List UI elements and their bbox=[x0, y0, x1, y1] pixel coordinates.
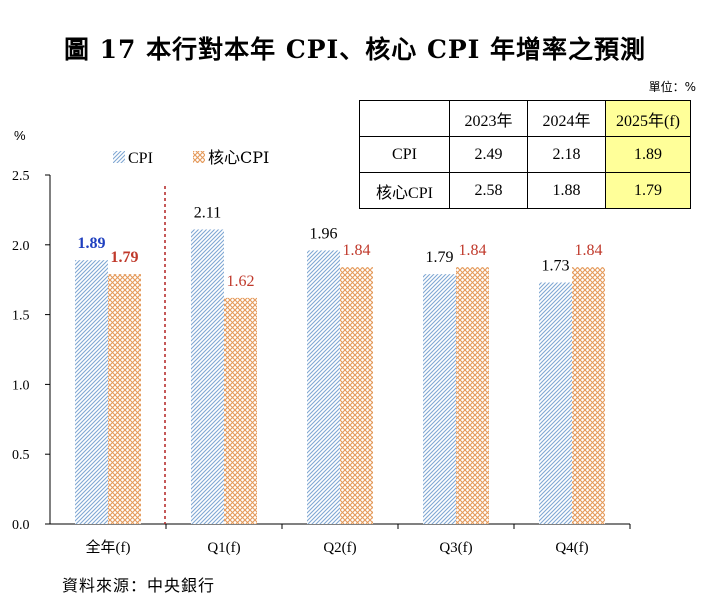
table-header-cell: 2023年 bbox=[449, 100, 528, 137]
bar-cpi bbox=[75, 260, 108, 524]
legend-swatch-cpi bbox=[113, 151, 125, 163]
table-header-cell: 2024年 bbox=[527, 100, 606, 137]
y-tick-label: 0.5 bbox=[12, 448, 30, 463]
table-cell: 2.18 bbox=[527, 136, 606, 173]
legend-label-cpi: CPI bbox=[128, 150, 153, 167]
table-cell: 1.88 bbox=[527, 172, 606, 209]
table-header-cell: 2025年(f) bbox=[605, 100, 691, 137]
data-label-core-cpi: 1.62 bbox=[227, 273, 255, 290]
y-tick-label: 2.5 bbox=[12, 169, 30, 184]
y-tick-label: 1.5 bbox=[12, 309, 30, 324]
bars: 1.89 2.11 1.96 1.79 1.73 1.79 1.62 1.84 1.84 1.84 bbox=[75, 204, 605, 524]
legend-swatch-core-cpi bbox=[193, 151, 205, 163]
data-label-core-cpi: 1.84 bbox=[459, 242, 487, 259]
table-row: 核心CPI 2.58 1.88 1.79 bbox=[359, 172, 691, 209]
data-label-core-cpi: 1.79 bbox=[111, 249, 139, 266]
table-header-row: 2023年 2024年 2025年(f) bbox=[359, 100, 691, 137]
x-tick-label: Q2(f) bbox=[323, 540, 356, 556]
chart-title: 圖 17 本行對本年 CPI、核心 CPI 年增率之預測 bbox=[63, 35, 647, 64]
y-tick-label: 0.0 bbox=[12, 518, 30, 533]
forecast-table: 2023年 2024年 2025年(f) CPI 2.49 2.18 1.89 … bbox=[359, 100, 691, 209]
x-tick-label: Q1(f) bbox=[207, 540, 240, 556]
bar-core-cpi bbox=[572, 267, 605, 524]
data-label-core-cpi: 1.84 bbox=[343, 242, 371, 259]
bar-core-cpi bbox=[108, 274, 141, 524]
bar-cpi bbox=[423, 274, 456, 524]
data-label-cpi: 1.79 bbox=[426, 249, 454, 266]
axes: % 0.0 0.5 1.0 1.5 2.0 2.5 全年(f) Q1(f) Q2(f) Q3(f) Q… bbox=[12, 128, 631, 556]
bar-core-cpi bbox=[224, 297, 257, 524]
legend-label-core-cpi: 核心CPI bbox=[208, 148, 269, 167]
bar-cpi bbox=[191, 229, 224, 524]
data-label-cpi: 1.96 bbox=[310, 225, 338, 242]
table-row: CPI 2.49 2.18 1.89 bbox=[359, 136, 691, 173]
bar-core-cpi bbox=[456, 267, 489, 524]
unit-label: 單位：% bbox=[648, 80, 696, 94]
data-label-cpi: 1.89 bbox=[78, 235, 106, 252]
table-cell: 2.49 bbox=[449, 136, 528, 173]
x-tick-label: Q3(f) bbox=[439, 540, 472, 556]
x-tick-label: Q4(f) bbox=[555, 540, 588, 556]
table-header-cell bbox=[359, 100, 450, 137]
bar-core-cpi bbox=[340, 267, 373, 524]
table-cell: 1.79 bbox=[605, 172, 691, 209]
y-tick-label: 2.0 bbox=[12, 239, 30, 254]
data-label-cpi: 2.11 bbox=[194, 204, 221, 221]
table-row-label: CPI bbox=[359, 136, 450, 173]
data-label-cpi: 1.73 bbox=[542, 257, 570, 274]
table-cell: 1.89 bbox=[605, 136, 691, 173]
y-tick-label: 1.0 bbox=[12, 378, 30, 393]
legend: CPI 核心CPI bbox=[113, 148, 269, 167]
y-axis-label: % bbox=[14, 128, 26, 143]
x-tick-label: 全年(f) bbox=[86, 538, 131, 556]
table-row-label: 核心CPI bbox=[359, 172, 450, 209]
data-label-core-cpi: 1.84 bbox=[575, 242, 603, 259]
bar-cpi bbox=[539, 282, 572, 524]
bar-cpi bbox=[307, 250, 340, 524]
table-cell: 2.58 bbox=[449, 172, 528, 209]
source-note: 資料來源：中央銀行 bbox=[62, 576, 216, 595]
